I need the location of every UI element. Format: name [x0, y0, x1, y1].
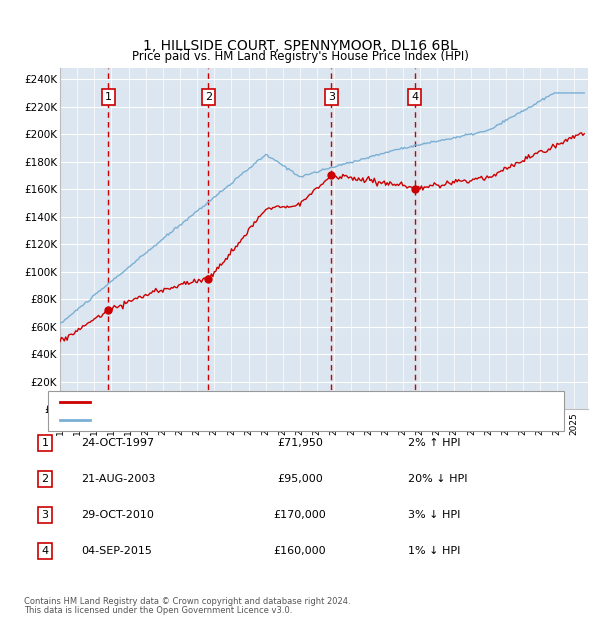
- Text: 24-OCT-1997: 24-OCT-1997: [81, 438, 154, 448]
- Text: £71,950: £71,950: [277, 438, 323, 448]
- Text: HPI: Average price, detached house, County Durham: HPI: Average price, detached house, Coun…: [96, 415, 371, 425]
- Text: 3% ↓ HPI: 3% ↓ HPI: [408, 510, 460, 520]
- Text: 1, HILLSIDE COURT, SPENNYMOOR, DL16 6BL: 1, HILLSIDE COURT, SPENNYMOOR, DL16 6BL: [143, 38, 457, 53]
- Text: 3: 3: [41, 510, 49, 520]
- Text: 1% ↓ HPI: 1% ↓ HPI: [408, 546, 460, 556]
- Text: 1, HILLSIDE COURT, SPENNYMOOR, DL16 6BL (detached house): 1, HILLSIDE COURT, SPENNYMOOR, DL16 6BL …: [96, 397, 426, 407]
- Text: 20% ↓ HPI: 20% ↓ HPI: [408, 474, 467, 484]
- Text: 29-OCT-2010: 29-OCT-2010: [81, 510, 154, 520]
- Text: £170,000: £170,000: [274, 510, 326, 520]
- Text: 1: 1: [41, 438, 49, 448]
- Text: Contains HM Land Registry data © Crown copyright and database right 2024.: Contains HM Land Registry data © Crown c…: [24, 597, 350, 606]
- Text: £95,000: £95,000: [277, 474, 323, 484]
- Text: This data is licensed under the Open Government Licence v3.0.: This data is licensed under the Open Gov…: [24, 606, 292, 615]
- Text: 4: 4: [411, 92, 418, 102]
- Text: 4: 4: [41, 546, 49, 556]
- Text: 04-SEP-2015: 04-SEP-2015: [81, 546, 152, 556]
- Text: 2: 2: [205, 92, 212, 102]
- Text: 2: 2: [41, 474, 49, 484]
- Text: 21-AUG-2003: 21-AUG-2003: [81, 474, 155, 484]
- Text: 3: 3: [328, 92, 335, 102]
- Text: 2% ↑ HPI: 2% ↑ HPI: [408, 438, 461, 448]
- Text: £160,000: £160,000: [274, 546, 326, 556]
- Text: 1: 1: [105, 92, 112, 102]
- Text: Price paid vs. HM Land Registry's House Price Index (HPI): Price paid vs. HM Land Registry's House …: [131, 50, 469, 63]
